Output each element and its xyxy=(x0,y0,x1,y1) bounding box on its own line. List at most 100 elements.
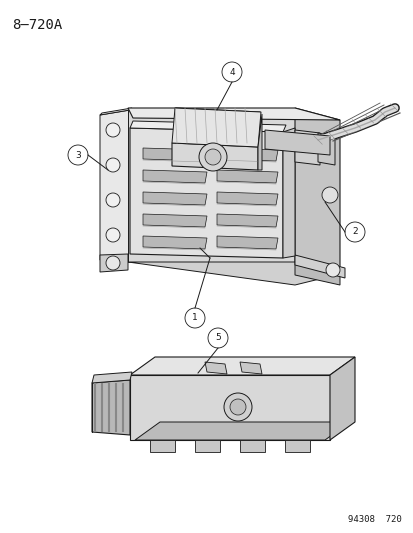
Text: 5: 5 xyxy=(215,334,221,343)
Circle shape xyxy=(68,145,88,165)
Polygon shape xyxy=(142,192,206,205)
Bar xyxy=(206,406,210,412)
Polygon shape xyxy=(171,108,260,147)
Bar xyxy=(198,390,202,396)
Text: 3: 3 xyxy=(75,150,81,159)
Bar xyxy=(285,390,288,396)
Circle shape xyxy=(106,256,120,270)
Bar xyxy=(182,406,186,412)
Bar xyxy=(302,406,306,412)
Polygon shape xyxy=(216,170,277,183)
Polygon shape xyxy=(142,148,206,161)
Bar xyxy=(151,406,155,412)
Bar xyxy=(273,390,277,396)
Bar xyxy=(293,390,297,396)
Polygon shape xyxy=(284,440,309,452)
Polygon shape xyxy=(100,110,130,260)
Polygon shape xyxy=(130,357,354,375)
Bar xyxy=(175,406,178,412)
Bar xyxy=(167,390,171,396)
Bar xyxy=(279,390,282,396)
Polygon shape xyxy=(128,108,339,120)
Bar xyxy=(299,406,303,412)
Bar xyxy=(182,390,186,396)
Bar xyxy=(273,406,277,412)
Polygon shape xyxy=(175,108,259,148)
Circle shape xyxy=(221,62,242,82)
Bar xyxy=(276,406,280,412)
Polygon shape xyxy=(264,130,329,155)
Bar xyxy=(319,406,323,412)
Polygon shape xyxy=(216,214,277,227)
Bar xyxy=(264,390,268,396)
Polygon shape xyxy=(195,440,219,452)
Bar xyxy=(178,406,183,412)
Bar xyxy=(202,406,206,412)
Bar xyxy=(186,390,190,396)
Circle shape xyxy=(325,263,339,277)
Bar xyxy=(159,406,163,412)
Bar xyxy=(287,390,291,396)
Bar xyxy=(290,390,294,396)
Bar xyxy=(147,390,151,396)
Polygon shape xyxy=(100,254,128,272)
Bar xyxy=(206,390,210,396)
Bar xyxy=(264,406,268,412)
Polygon shape xyxy=(128,108,294,262)
Bar xyxy=(313,406,318,412)
Text: 4: 4 xyxy=(229,68,234,77)
Polygon shape xyxy=(130,128,282,258)
Bar xyxy=(151,390,155,396)
Circle shape xyxy=(106,228,120,242)
Polygon shape xyxy=(216,192,277,205)
Bar xyxy=(258,406,262,412)
Polygon shape xyxy=(142,214,206,227)
Bar xyxy=(305,406,309,412)
Bar xyxy=(316,390,320,396)
Bar xyxy=(147,406,151,412)
Bar xyxy=(155,406,159,412)
Circle shape xyxy=(106,123,120,137)
Bar xyxy=(198,406,202,412)
Bar xyxy=(171,390,175,396)
Circle shape xyxy=(223,393,252,421)
Bar xyxy=(136,406,140,412)
Polygon shape xyxy=(294,130,319,165)
Bar xyxy=(293,406,297,412)
Bar xyxy=(305,390,309,396)
Polygon shape xyxy=(240,440,264,452)
Circle shape xyxy=(106,158,120,172)
Bar xyxy=(261,390,265,396)
Bar xyxy=(194,390,198,396)
Bar xyxy=(276,390,280,396)
Bar xyxy=(175,390,178,396)
Bar xyxy=(209,390,214,396)
Bar xyxy=(155,390,159,396)
Bar xyxy=(171,406,175,412)
Bar xyxy=(167,406,171,412)
Polygon shape xyxy=(294,108,339,274)
Bar xyxy=(159,390,163,396)
Bar xyxy=(209,406,214,412)
Bar xyxy=(190,406,194,412)
Text: 94308  720: 94308 720 xyxy=(347,515,401,524)
Bar xyxy=(186,406,190,412)
Polygon shape xyxy=(294,255,344,278)
Polygon shape xyxy=(257,114,261,170)
Bar xyxy=(255,406,259,412)
Polygon shape xyxy=(92,372,132,383)
Bar xyxy=(316,406,320,412)
Bar xyxy=(202,390,206,396)
Polygon shape xyxy=(128,262,339,285)
Bar xyxy=(285,406,288,412)
Bar xyxy=(311,390,315,396)
Polygon shape xyxy=(150,440,175,452)
Polygon shape xyxy=(204,362,226,374)
Bar xyxy=(308,390,312,396)
Circle shape xyxy=(185,308,204,328)
Text: 8–720A: 8–720A xyxy=(12,18,62,32)
Polygon shape xyxy=(240,362,261,374)
Circle shape xyxy=(230,399,245,415)
Circle shape xyxy=(106,193,120,207)
Polygon shape xyxy=(130,375,329,440)
